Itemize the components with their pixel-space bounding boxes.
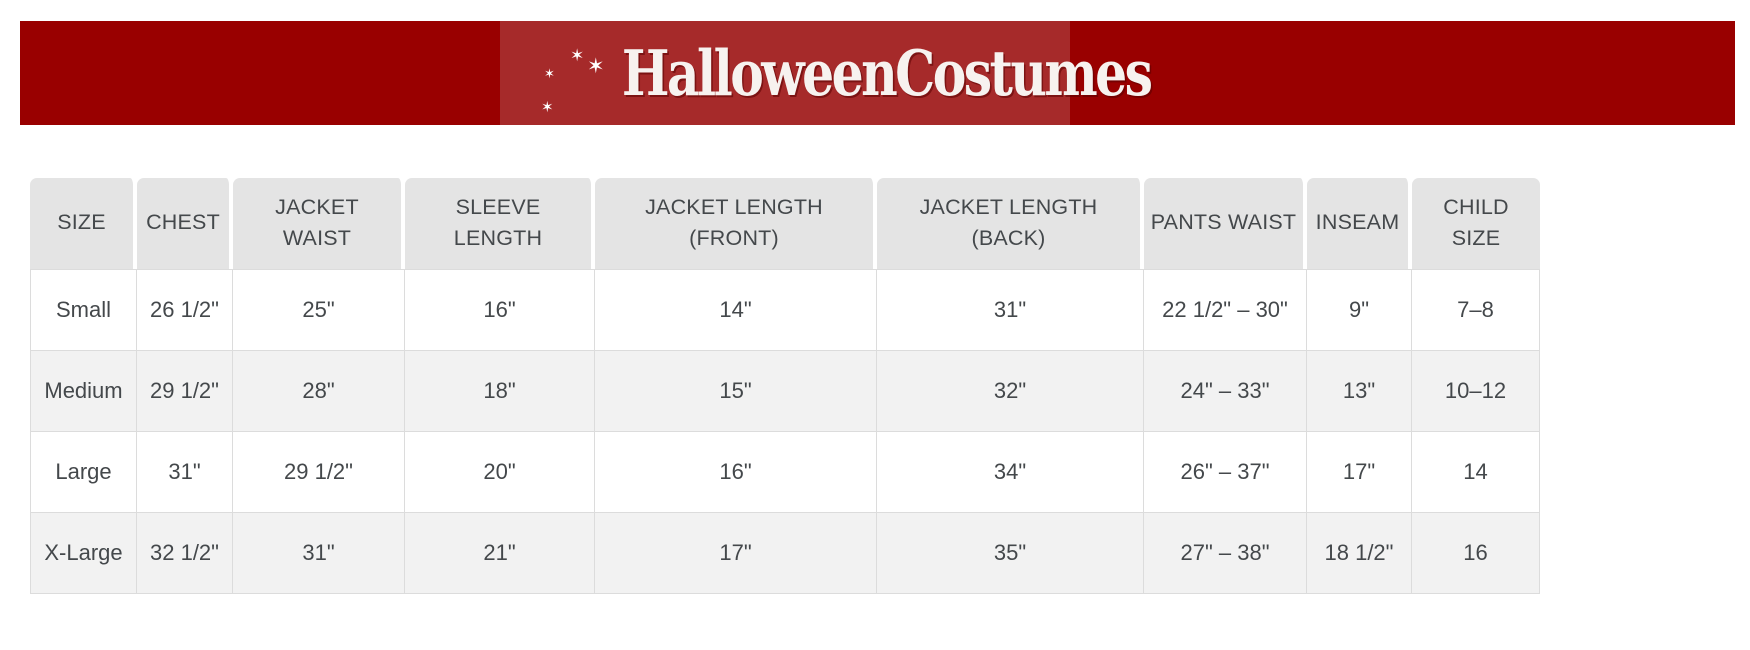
cell-pants-waist: 26" – 37" (1144, 432, 1307, 514)
cell-inseam: 18 1/2" (1307, 513, 1412, 595)
table-row: X-Large 32 1/2" 31" 21" 17" 35" 27" – 38… (30, 513, 1540, 595)
cell-sleeve-length: 21" (405, 513, 595, 595)
table-row: Medium 29 1/2" 28" 18" 15" 32" 24" – 33"… (30, 351, 1540, 433)
cell-chest: 32 1/2" (137, 513, 233, 595)
table-row: Large 31" 29 1/2" 20" 16" 34" 26" – 37" … (30, 432, 1540, 514)
cell-chest: 26 1/2" (137, 269, 233, 352)
table-row: Small 26 1/2" 25" 16" 14" 31" 22 1/2" – … (30, 269, 1540, 352)
cell-sleeve-length: 18" (405, 351, 595, 433)
column-header-sleeve-length: SLEEVE LENGTH (405, 178, 595, 270)
cell-child-size: 7–8 (1412, 269, 1540, 352)
cell-sleeve-length: 16" (405, 269, 595, 352)
cell-pants-waist: 24" – 33" (1144, 351, 1307, 433)
column-header-pants-waist: PANTS WAIST (1144, 178, 1307, 270)
cell-child-size: 14 (1412, 432, 1540, 514)
cell-jacket-length-back: 32" (877, 351, 1144, 433)
cell-inseam: 17" (1307, 432, 1412, 514)
cell-jacket-waist: 31" (233, 513, 405, 595)
cell-size: Medium (30, 351, 137, 433)
cell-chest: 31" (137, 432, 233, 514)
column-header-child-size: CHILD SIZE (1412, 178, 1540, 270)
cell-jacket-length-front: 15" (595, 351, 877, 433)
cell-sleeve-length: 20" (405, 432, 595, 514)
size-chart-body: Small 26 1/2" 25" 16" 14" 31" 22 1/2" – … (30, 269, 1540, 595)
cell-size: Small (30, 269, 137, 352)
column-header-chest: CHEST (137, 178, 233, 270)
cell-pants-waist: 22 1/2" – 30" (1144, 269, 1307, 352)
cell-jacket-length-back: 31" (877, 269, 1144, 352)
column-header-inseam: INSEAM (1307, 178, 1412, 270)
column-header-size: SIZE (30, 178, 137, 270)
column-header-jacket-length-front: JACKET LENGTH (FRONT) (595, 178, 877, 270)
size-chart-container: SIZE CHEST JACKET WAIST SLEEVE LENGTH JA… (30, 178, 1540, 595)
brand-logo: HalloweenCostumes (20, 21, 1735, 125)
brand-logo-text: HalloweenCostumes (621, 35, 1153, 110)
cell-child-size: 10–12 (1412, 351, 1540, 433)
cell-chest: 29 1/2" (137, 351, 233, 433)
cell-inseam: 9" (1307, 269, 1412, 352)
cell-jacket-waist: 28" (233, 351, 405, 433)
cell-jacket-length-front: 16" (595, 432, 877, 514)
cell-size: Large (30, 432, 137, 514)
brand-banner-panel (500, 21, 1070, 125)
cell-jacket-length-back: 35" (877, 513, 1144, 595)
header-row: SIZE CHEST JACKET WAIST SLEEVE LENGTH JA… (30, 178, 1540, 270)
cell-inseam: 13" (1307, 351, 1412, 433)
cell-jacket-length-front: 14" (595, 269, 877, 352)
cell-jacket-length-front: 17" (595, 513, 877, 595)
cell-jacket-waist: 25" (233, 269, 405, 352)
cell-size: X-Large (30, 513, 137, 595)
cell-jacket-waist: 29 1/2" (233, 432, 405, 514)
brand-banner: HalloweenCostumes ✶ ✶ ✶ ✶ (20, 21, 1735, 125)
size-chart-header: SIZE CHEST JACKET WAIST SLEEVE LENGTH JA… (30, 178, 1540, 270)
column-header-jacket-waist: JACKET WAIST (233, 178, 405, 270)
size-chart-table: SIZE CHEST JACKET WAIST SLEEVE LENGTH JA… (30, 178, 1540, 595)
cell-pants-waist: 27" – 38" (1144, 513, 1307, 595)
column-header-jacket-length-back: JACKET LENGTH (BACK) (877, 178, 1144, 270)
cell-child-size: 16 (1412, 513, 1540, 595)
cell-jacket-length-back: 34" (877, 432, 1144, 514)
